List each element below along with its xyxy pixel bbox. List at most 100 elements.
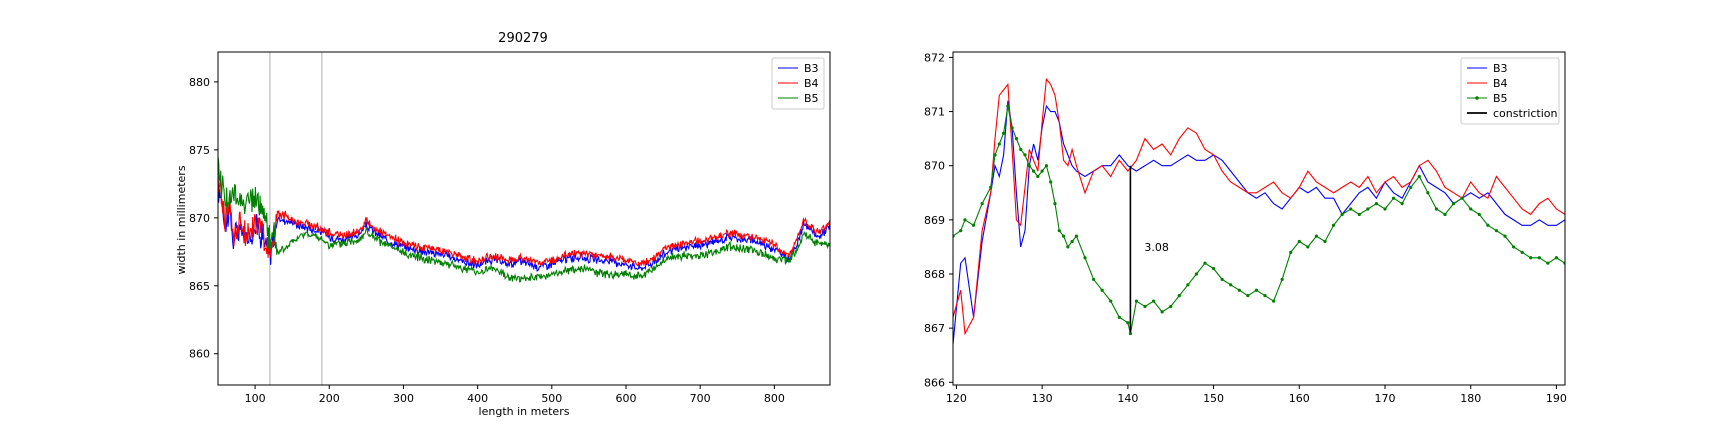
series-marker-b5 bbox=[959, 229, 963, 233]
series-marker-b5 bbox=[1400, 202, 1404, 206]
series-marker-b5 bbox=[1469, 207, 1473, 211]
x-tick-label: 190 bbox=[1546, 392, 1567, 405]
series-marker-b5 bbox=[1314, 234, 1319, 238]
series-marker-b5 bbox=[1426, 191, 1430, 195]
series-marker-b5 bbox=[1006, 104, 1010, 108]
legend-label-b3: B3 bbox=[1493, 62, 1508, 75]
chart-width-vs-length: 290279 100 200 300 400 500 600 700 800 860 865 87… bbox=[175, 31, 831, 418]
series-marker-b5 bbox=[1169, 304, 1173, 309]
series-marker-b5 bbox=[1391, 196, 1396, 200]
series-marker-b5 bbox=[1366, 207, 1370, 211]
legend-right: B3 B4 B5 constriction bbox=[1460, 57, 1560, 125]
x-tick-label: 300 bbox=[393, 392, 414, 405]
series-marker-b5 bbox=[1143, 304, 1147, 309]
y-tick-label: 870 bbox=[924, 160, 945, 173]
x-tick-label: 160 bbox=[1289, 392, 1310, 405]
series-marker-b5 bbox=[1010, 126, 1014, 130]
x-tick-label: 170 bbox=[1375, 392, 1396, 405]
series-marker-b5 bbox=[1031, 169, 1036, 173]
series-marker-b5 bbox=[1520, 250, 1524, 254]
x-tick-label: 800 bbox=[764, 392, 785, 405]
series-marker-b5 bbox=[1100, 288, 1104, 292]
y-tick-label: 867 bbox=[924, 322, 945, 335]
series-marker-b5 bbox=[1246, 294, 1250, 298]
series-marker-b5 bbox=[1297, 239, 1301, 244]
series-marker-b5 bbox=[1263, 294, 1267, 298]
series-marker-b5 bbox=[1019, 147, 1023, 152]
series-marker-b5 bbox=[1409, 185, 1413, 189]
series-marker-b5 bbox=[1460, 196, 1464, 200]
x-tick-label: 400 bbox=[467, 392, 488, 405]
y-tick-label: 869 bbox=[924, 214, 945, 227]
legend-marker-b5 bbox=[1475, 96, 1479, 100]
series-marker-b5 bbox=[1070, 239, 1074, 244]
y-tick-label: 872 bbox=[924, 51, 945, 64]
series-marker-b5 bbox=[1057, 229, 1061, 233]
series-marker-b5 bbox=[1503, 234, 1507, 238]
legend-label-b5: B5 bbox=[804, 92, 819, 105]
series-marker-b5 bbox=[1109, 299, 1113, 303]
series-marker-b5 bbox=[1203, 261, 1207, 265]
y-tick-label: 868 bbox=[924, 268, 945, 281]
series-marker-b5 bbox=[1280, 277, 1284, 282]
legend-label-b5: B5 bbox=[1493, 92, 1508, 105]
legend-frame bbox=[1460, 57, 1560, 125]
x-tick-label: 130 bbox=[1032, 392, 1053, 405]
series-marker-b5 bbox=[1061, 234, 1066, 238]
series-marker-b5 bbox=[997, 142, 1001, 146]
x-tick-label: 700 bbox=[690, 392, 711, 405]
series-marker-b5 bbox=[1306, 245, 1310, 249]
series-marker-b5 bbox=[1229, 283, 1233, 287]
series-marker-b5 bbox=[1486, 223, 1490, 227]
legend-label-constriction: constriction bbox=[1493, 107, 1558, 120]
series-marker-b5 bbox=[1511, 245, 1516, 249]
series-line-b5 bbox=[953, 105, 1565, 334]
series-line-b5 bbox=[218, 156, 830, 283]
series-marker-b5 bbox=[1477, 212, 1481, 217]
series-marker-b5 bbox=[1289, 250, 1293, 254]
series-marker-b5 bbox=[1151, 299, 1156, 303]
series-marker-b5 bbox=[1117, 315, 1121, 319]
series-marker-b5 bbox=[1177, 294, 1181, 298]
series-marker-b5 bbox=[1383, 207, 1387, 211]
series-marker-b5 bbox=[1014, 137, 1019, 141]
series-marker-b5 bbox=[1331, 223, 1336, 227]
legend-label-b4: B4 bbox=[804, 77, 819, 90]
y-tick-label: 875 bbox=[189, 144, 210, 157]
chart-title: 290279 bbox=[498, 31, 548, 46]
series-marker-b5 bbox=[1546, 261, 1550, 265]
series-marker-b5 bbox=[1220, 277, 1224, 282]
series-marker-b5 bbox=[1134, 299, 1139, 303]
series-marker-b5 bbox=[1126, 321, 1130, 325]
series-line-b4 bbox=[218, 176, 830, 267]
series-marker-b5 bbox=[989, 185, 993, 189]
y-tick-label: 866 bbox=[924, 376, 945, 389]
series-marker-b5 bbox=[1357, 212, 1361, 217]
y-axis-label: width in millimeters bbox=[175, 165, 188, 274]
plot-area-left bbox=[218, 52, 830, 385]
series-marker-b5 bbox=[1237, 288, 1241, 292]
series-marker-b5 bbox=[1128, 331, 1133, 336]
series-marker-b5 bbox=[1023, 153, 1027, 157]
y-tick-label: 871 bbox=[924, 106, 945, 119]
series-marker-b5 bbox=[1074, 234, 1079, 238]
series-marker-b5 bbox=[980, 202, 984, 206]
series-marker-b5 bbox=[1554, 256, 1559, 260]
series-marker-b5 bbox=[1186, 283, 1190, 287]
series-marker-b5 bbox=[1211, 266, 1216, 271]
y-tick-label: 860 bbox=[189, 348, 210, 361]
series-marker-b5 bbox=[1053, 202, 1057, 206]
plot-frame-right bbox=[952, 51, 1566, 386]
x-tick-label: 120 bbox=[946, 392, 967, 405]
constriction-value-label: 3.08 bbox=[1144, 241, 1169, 254]
x-tick-label: 100 bbox=[245, 392, 266, 405]
series-marker-b5 bbox=[1271, 299, 1276, 303]
series-marker-b5 bbox=[1254, 288, 1259, 292]
series-marker-b5 bbox=[1494, 229, 1499, 233]
series-marker-b5 bbox=[963, 218, 967, 222]
x-tick-label: 500 bbox=[541, 392, 562, 405]
chart-constriction-detail: 120 130 140 150 160 170 180 190 866 867 868 869 870… bbox=[924, 51, 1567, 405]
series-marker-b5 bbox=[1066, 245, 1070, 249]
x-tick-label: 600 bbox=[616, 392, 637, 405]
x-tick-label: 200 bbox=[319, 392, 340, 405]
